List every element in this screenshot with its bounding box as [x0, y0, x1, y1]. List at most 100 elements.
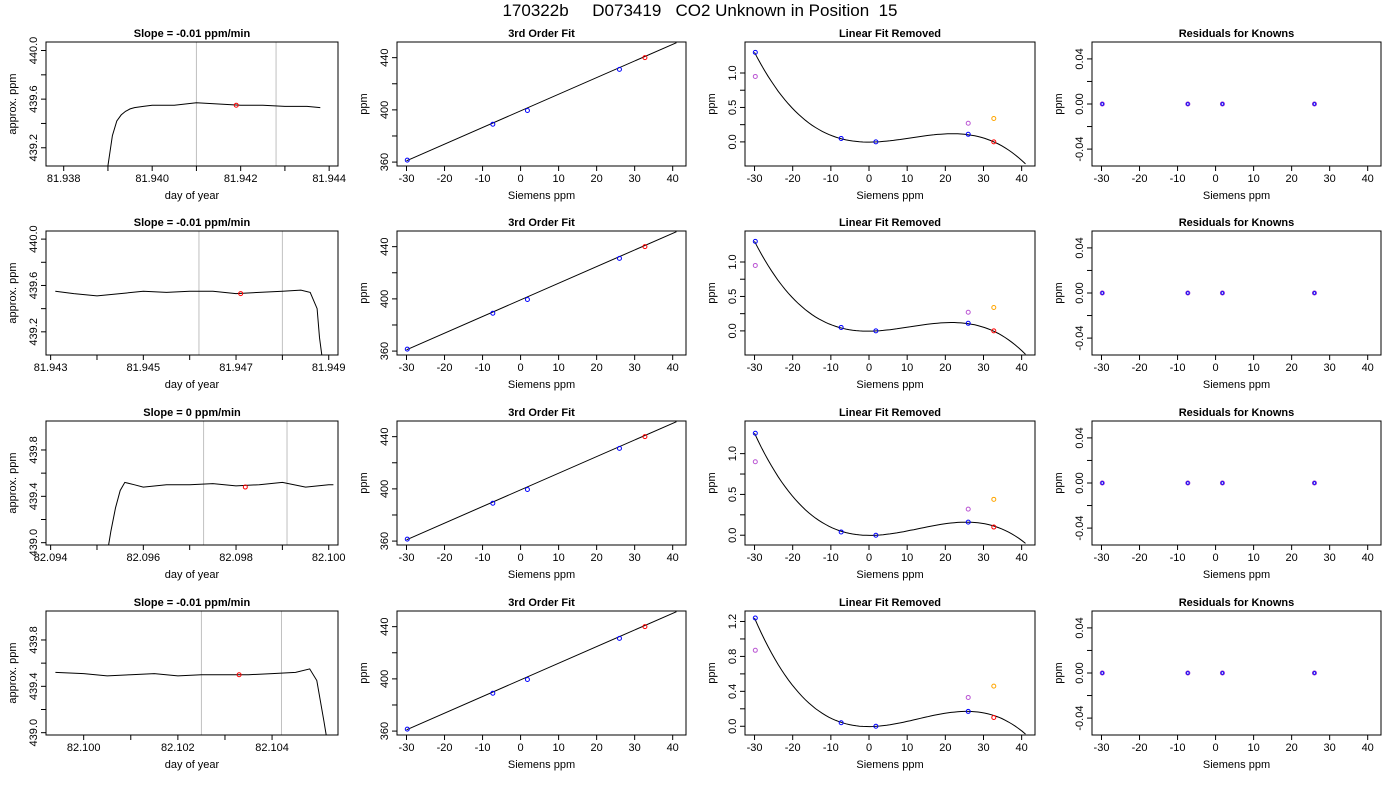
y-tick-label: 400: [379, 670, 391, 688]
x-tick-label: 20: [939, 362, 951, 374]
residual-point: [1311, 670, 1317, 676]
panel-title: Slope = -0.01 ppm/min: [134, 597, 251, 609]
plot-frame: [396, 230, 687, 356]
x-tick-label: 82.094: [34, 552, 68, 564]
reference-point: [965, 309, 971, 315]
plot-area: [1099, 101, 1317, 107]
x-tick-label: -20: [437, 552, 453, 564]
y-axis-label: ppm: [1053, 472, 1065, 493]
x-tick-label: 10: [1247, 173, 1259, 185]
x-tick-label: 0: [518, 742, 524, 754]
known-point: [752, 238, 758, 244]
y-axis-label: ppm: [706, 282, 718, 303]
known-point: [524, 108, 530, 114]
x-tick-label: 81.942: [224, 173, 258, 185]
fit-curve: [754, 617, 1026, 735]
plot-frame: [1091, 420, 1382, 546]
x-tick-label: 81.940: [135, 173, 169, 185]
unknown-point: [642, 244, 648, 250]
reference-point: [752, 262, 758, 268]
x-tick-label: 30: [977, 552, 989, 564]
x-tick-label: -20: [1132, 552, 1148, 564]
x-tick-label: -10: [823, 362, 839, 374]
residual-point-inner: [1100, 291, 1104, 295]
y-axis-label: ppm: [358, 93, 370, 114]
x-tick-label: 40: [667, 742, 679, 754]
x-tick-label: 10: [901, 742, 913, 754]
x-tick-label: 82.100: [67, 742, 101, 754]
y-axis-label: approx. ppm: [7, 73, 19, 134]
known-point: [873, 723, 879, 729]
known-point: [873, 139, 879, 145]
plot-frame: [744, 230, 1036, 356]
chart-panel-r2c2: 3rd Order Fit -30 -20 -10 0 10 20 30 40 360 400 440…: [358, 217, 687, 391]
fit-line: [406, 42, 677, 162]
x-tick-label: -30: [1094, 552, 1110, 564]
known-point: [965, 320, 971, 326]
plot-frame: [1091, 610, 1382, 736]
x-tick-label: 0: [1213, 362, 1219, 374]
residual-point-inner: [1220, 481, 1225, 485]
panel-title: Linear Fit Removed: [839, 597, 941, 609]
x-tick-label: 0: [866, 742, 872, 754]
x-axis-label: Siemens ppm: [508, 759, 575, 771]
chart-panel-r2c1: Slope = -0.01 ppm/min 81.943 81.945 81.947 8…: [7, 217, 346, 391]
known-point: [616, 66, 622, 72]
y-tick-label: 440.0: [28, 225, 40, 253]
known-point: [752, 615, 758, 621]
x-axis-label: day of year: [165, 759, 220, 771]
x-axis-label: Siemens ppm: [1203, 190, 1270, 202]
x-tick-label: 30: [1324, 362, 1336, 374]
x-tick-label: -30: [747, 173, 763, 185]
residual-point-inner: [1100, 671, 1104, 675]
series-line: [107, 102, 321, 166]
known-point: [524, 297, 530, 303]
panel-title: Residuals for Knowns: [1179, 217, 1295, 229]
plot-area: [404, 421, 677, 542]
x-tick-label: 40: [1016, 552, 1028, 564]
plot-area: [108, 481, 334, 545]
x-tick-label: -30: [747, 742, 763, 754]
plot-area: [404, 611, 677, 732]
known-point: [965, 519, 971, 525]
y-tick-label: 0.8: [727, 649, 739, 664]
x-tick-label: 40: [667, 173, 679, 185]
y-tick-label: 440: [379, 48, 391, 66]
y-tick-label: 0.5: [727, 289, 739, 304]
x-tick-label: 82.104: [255, 742, 289, 754]
panel-title: Residuals for Knowns: [1179, 407, 1295, 419]
x-tick-label: -10: [475, 173, 491, 185]
x-tick-label: 30: [977, 742, 989, 754]
known-point: [404, 346, 410, 352]
y-tick-label: 0.04: [1074, 48, 1086, 69]
x-tick-label: 0: [518, 173, 524, 185]
x-tick-label: -30: [399, 173, 415, 185]
x-tick-label: -20: [437, 742, 453, 754]
x-tick-label: -10: [823, 552, 839, 564]
y-axis-label: ppm: [358, 282, 370, 303]
y-axis-label: ppm: [358, 472, 370, 493]
x-tick-label: 82.100: [312, 552, 346, 564]
unknown-reference-point: [991, 304, 997, 310]
x-tick-label: 0: [518, 362, 524, 374]
residual-point-inner: [1186, 102, 1190, 106]
y-tick-label: 1.0: [727, 65, 739, 80]
x-tick-label: 20: [1286, 362, 1298, 374]
plot-frame: [396, 41, 687, 167]
x-tick-label: 81.944: [312, 173, 346, 185]
panel-title: 3rd Order Fit: [508, 28, 575, 40]
x-tick-label: 81.949: [312, 362, 346, 374]
y-tick-label: 400: [379, 290, 391, 308]
x-tick-label: 10: [901, 173, 913, 185]
fit-line: [406, 231, 677, 351]
plot-area: [1099, 480, 1317, 486]
plot-area: [107, 102, 321, 166]
x-tick-label: -20: [785, 173, 801, 185]
x-tick-label: 0: [518, 552, 524, 564]
x-tick-label: 10: [1247, 362, 1259, 374]
plot-area: [752, 238, 1026, 355]
panel-title: Residuals for Knowns: [1179, 28, 1295, 40]
panel-title: Residuals for Knowns: [1179, 597, 1295, 609]
x-axis-label: day of year: [165, 569, 220, 581]
